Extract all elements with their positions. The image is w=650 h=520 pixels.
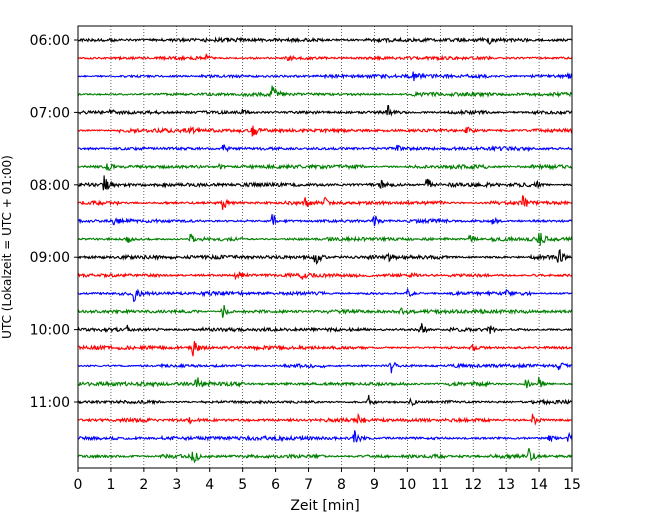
y-tick-label: 09:00 [30,250,70,266]
seismic-trace-0930 [77,288,573,303]
y-axis-title: UTC (Lokalzeit = UTC + 01:00) [0,155,14,339]
seismic-trace-1000 [77,323,573,334]
seismic-trace-1100 [77,394,573,407]
seismic-trace-0645 [77,85,573,99]
y-tick-label: 06:00 [30,33,70,49]
y-tick-label: 11:00 [30,395,70,411]
plot-frame [77,25,573,469]
seismic-trace-0615 [77,53,573,62]
seismic-trace-0915 [77,271,573,281]
x-tick-label: 9 [370,477,379,493]
seismic-trace-0730 [77,144,573,153]
seismic-trace-0600 [77,36,573,45]
seismic-trace-1045 [77,376,573,389]
seismic-trace-0900 [77,248,573,265]
x-tick-label: 5 [238,477,247,493]
x-tick-label: 7 [304,477,313,493]
trace-layer [77,36,573,464]
seismic-trace-1015 [77,340,573,357]
x-tick-label: 8 [337,477,346,493]
x-tick-label: 2 [139,477,148,493]
seismic-trace-1130 [77,430,573,443]
x-tick-label: 4 [205,477,214,493]
seismic-trace-0700 [77,104,573,117]
x-tick-label: 6 [271,477,280,493]
x-tick-label: 13 [497,477,515,493]
x-axis-title: Zeit [min] [290,498,359,514]
x-tick-label: 10 [398,477,416,493]
x-tick-label: 15 [563,477,581,493]
x-tick-label: 14 [530,477,548,493]
x-tick-label: 0 [74,477,83,493]
seismic-trace-1115 [77,412,573,426]
x-tick-label: 3 [172,477,181,493]
seismic-trace-0800 [77,175,573,191]
seismic-trace-0715 [77,125,573,137]
seismic-trace-0745 [77,163,573,172]
x-tick-label: 12 [464,477,482,493]
seismic-trace-0945 [77,305,573,318]
y-tick-label: 08:00 [30,178,70,194]
seismic-trace-0630 [77,71,573,82]
seismic-trace-1030 [77,361,573,374]
x-tick-label: 11 [431,477,449,493]
tick-layer: 0 1 2 3 4 5 6 7 8 9 10 11 12 13 14 1506:0007:0008:0009:… [30,33,581,493]
y-tick-label: 10:00 [30,323,70,339]
seismic-trace-0815 [77,195,573,210]
x-tick-label: 1 [106,477,115,493]
seismic-trace-1145 [77,447,573,464]
seismic-trace-0845 [77,232,573,246]
y-tick-label: 07:00 [30,105,70,121]
seismic-trace-0830 [77,214,573,227]
